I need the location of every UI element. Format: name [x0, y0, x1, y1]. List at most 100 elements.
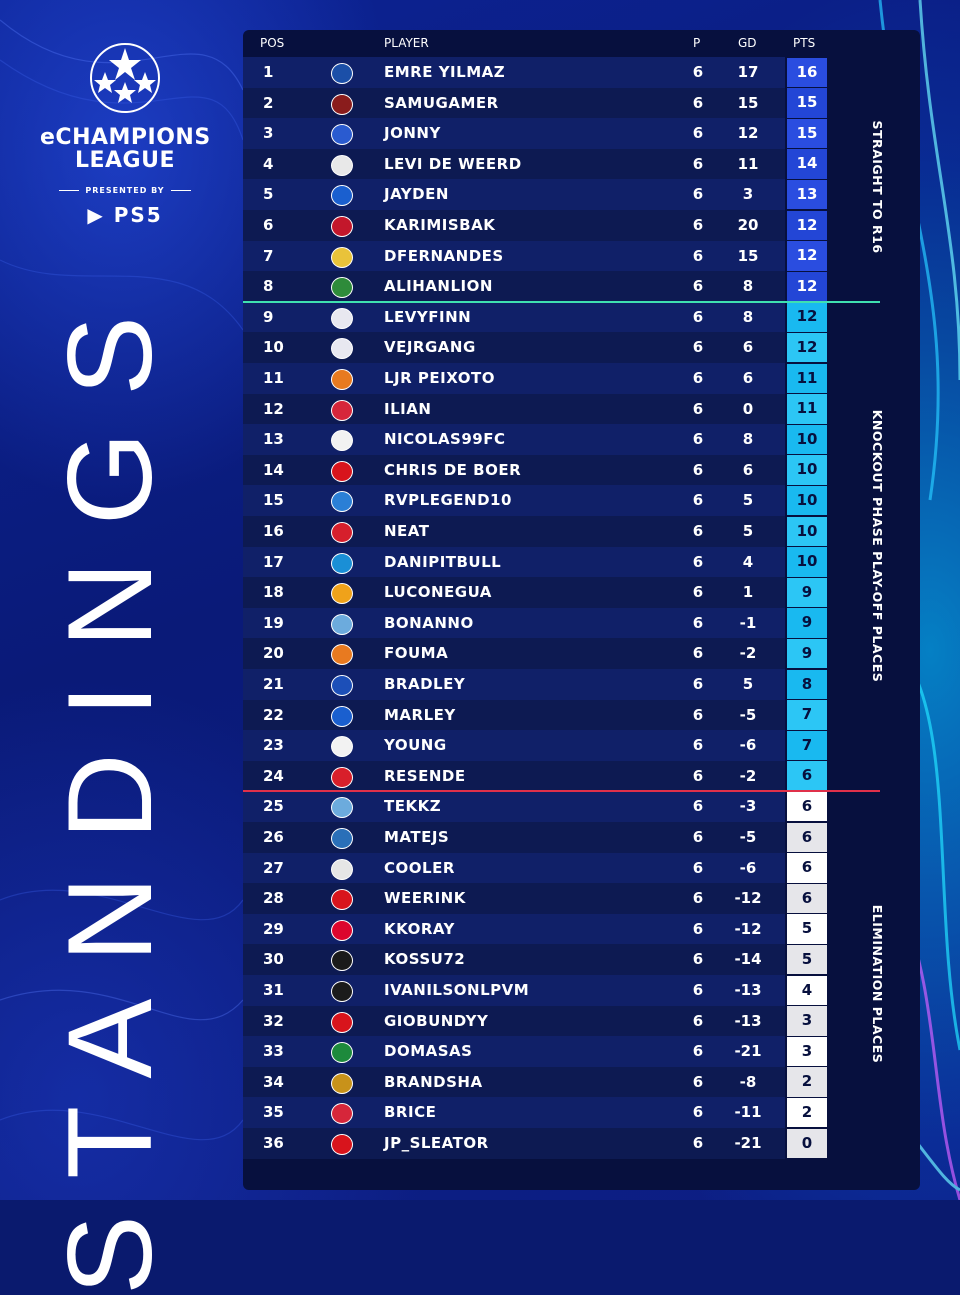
sion-crest-icon	[331, 522, 353, 543]
brighton-crest-icon	[331, 185, 353, 207]
r16-divider	[243, 301, 880, 303]
player-name: LEVYFINN	[384, 307, 472, 326]
points-cell: 14	[787, 149, 827, 179]
hajduk-crest-icon	[331, 858, 353, 880]
goal-difference-cell: 6	[742, 369, 754, 387]
position-cell: 28	[263, 889, 284, 908]
player-name: BONANNO	[384, 613, 474, 632]
goal-difference-cell: 5	[742, 491, 754, 510]
boavista-crest-icon	[331, 736, 353, 758]
table-row: 34 BRANDSHA 6 -8	[243, 1066, 785, 1098]
position-cell: 27	[263, 858, 284, 877]
goal-difference-cell: 17	[737, 63, 759, 81]
points-cell: 6	[787, 761, 827, 791]
player-name: RESENDE	[384, 766, 466, 785]
played-cell: 6	[692, 613, 704, 632]
goal-difference-cell: 3	[742, 185, 754, 204]
points-cell: 11	[787, 394, 827, 424]
played-cell: 6	[692, 491, 704, 510]
played-cell: 6	[692, 981, 704, 999]
player-name: KKORAY	[384, 919, 455, 938]
played-cell: 6	[692, 1072, 704, 1091]
played-cell: 6	[692, 675, 704, 693]
player-name: NICOLAS99FC	[384, 430, 506, 449]
points-cell: 12	[787, 302, 827, 332]
points-cell: 7	[787, 700, 827, 730]
lille-crest-icon	[331, 1103, 353, 1125]
played-cell: 6	[692, 185, 704, 204]
goal-difference-cell: -13	[734, 1011, 762, 1030]
table-row: 29 KKORAY 6 -12	[243, 913, 785, 945]
goal-difference-cell: -12	[734, 919, 762, 938]
brand-line-1: eCHAMPIONS	[40, 125, 211, 150]
player-name: JONNY	[384, 124, 441, 143]
sevilla-crest-icon	[331, 430, 353, 452]
played-cell: 6	[692, 705, 704, 724]
player-name: EMRE YILMAZ	[384, 63, 506, 81]
player-name: KARIMISBAK	[384, 216, 496, 234]
goal-difference-cell: -21	[734, 1042, 762, 1061]
salzburg-crest-icon	[331, 1011, 353, 1033]
sponsor-logo: ▶ PS5	[40, 203, 210, 227]
played-cell: 6	[692, 950, 704, 969]
table-row: 5 JAYDEN 6 3	[243, 179, 785, 210]
points-cell: 10	[787, 424, 827, 455]
position-cell: 11	[263, 369, 284, 387]
position-cell: 6	[263, 216, 274, 234]
goal-difference-cell: -5	[739, 705, 757, 724]
position-cell: 4	[263, 154, 274, 173]
table-row: 11 LJR PEIXOTO 6 6	[243, 363, 785, 394]
played-cell: 6	[692, 522, 704, 540]
table-row: 27 COOLER 6 -6	[243, 852, 785, 884]
table-row: 8 ALIHANLION 6 8	[243, 271, 785, 302]
position-cell: 17	[263, 552, 284, 571]
player-name: MATEJS	[384, 828, 450, 846]
player-name: WEERINK	[384, 889, 466, 908]
player-name: LUCONEGUA	[384, 583, 492, 602]
table-row: 31 IVANILSONLPVM 6 -13	[243, 975, 785, 1006]
zalgiris-crest-icon	[331, 1042, 353, 1064]
position-cell: 8	[263, 277, 274, 296]
points-cell: 4	[787, 975, 827, 1005]
goal-difference-cell: -5	[739, 828, 757, 846]
goal-difference-cell: -12	[734, 889, 762, 908]
bochum-crest-icon	[331, 124, 353, 146]
bayern-crest-icon	[331, 919, 353, 941]
player-name: YOUNG	[384, 736, 447, 755]
position-cell: 15	[263, 491, 284, 510]
player-name: BRICE	[384, 1103, 437, 1122]
position-cell: 22	[263, 705, 284, 724]
played-cell: 6	[692, 124, 704, 143]
header-pos: POS	[260, 36, 285, 50]
position-cell: 33	[263, 1042, 284, 1061]
player-name: COOLER	[384, 858, 455, 877]
played-cell: 6	[692, 736, 704, 755]
player-name: JAYDEN	[384, 185, 449, 204]
points-cell: 10	[787, 516, 827, 546]
table-row: 6 KARIMISBAK 6 20	[243, 210, 785, 241]
position-cell: 34	[263, 1072, 284, 1091]
points-cell: 12	[787, 332, 827, 363]
played-cell: 6	[692, 1042, 704, 1061]
table-row: 35 BRICE 6 -11	[243, 1097, 785, 1128]
player-name: ALIHANLION	[384, 277, 493, 296]
played-cell: 6	[692, 246, 704, 265]
table-row: 19 BONANNO 6 -1	[243, 607, 785, 639]
played-cell: 6	[692, 369, 704, 387]
rfs-crest-icon	[331, 828, 353, 849]
goal-difference-cell: 11	[737, 154, 759, 173]
goal-difference-cell: 8	[742, 277, 754, 296]
points-cell: 2	[787, 1067, 827, 1097]
points-cell: 12	[787, 241, 827, 271]
position-cell: 21	[263, 675, 284, 693]
zone-label-middle: KNOCKOUT PHASE PLAY-OFF PLACES	[870, 409, 885, 683]
goal-difference-cell: 0	[742, 399, 754, 418]
goal-difference-cell: 4	[742, 552, 754, 571]
player-name: RVPLEGEND10	[384, 491, 512, 510]
position-cell: 2	[263, 93, 274, 112]
points-cell: 13	[787, 179, 827, 210]
presented-by: PRESENTED BY	[40, 186, 210, 195]
goal-difference-cell: 6	[742, 460, 754, 479]
position-cell: 31	[263, 981, 284, 999]
table-row: 9 LEVYFINN 6 8	[243, 301, 785, 333]
